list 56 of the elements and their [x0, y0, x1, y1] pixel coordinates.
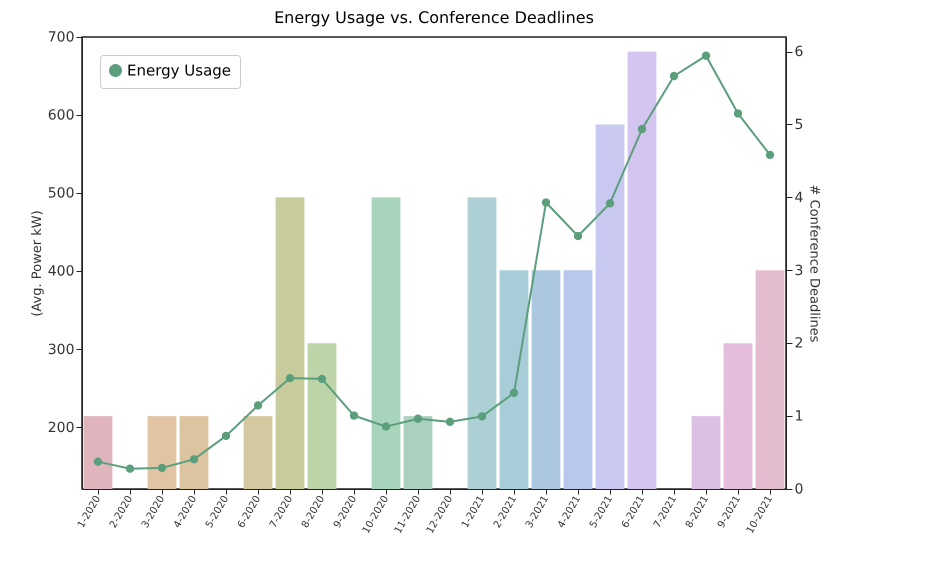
bar — [564, 270, 592, 489]
point — [606, 199, 614, 208]
bar — [692, 416, 720, 489]
point — [702, 52, 710, 60]
point — [734, 109, 742, 118]
y-tick-label: 600 — [48, 108, 74, 124]
y2-tick-label: 3 — [794, 262, 804, 279]
y-axis-title: (Avg. Power kW) — [30, 210, 45, 317]
y-tick-label: 500 — [48, 186, 74, 202]
point — [542, 198, 550, 207]
bar — [308, 343, 336, 489]
bar — [756, 270, 784, 489]
y2-tick-label: 4 — [794, 190, 804, 206]
bar — [404, 416, 432, 489]
point — [158, 464, 166, 472]
point — [414, 414, 422, 423]
y-tick-label: 700 — [48, 30, 74, 46]
y-tick-label: 400 — [48, 264, 74, 280]
legend-label: Energy Usage — [127, 62, 232, 80]
point — [318, 374, 326, 384]
point — [446, 418, 454, 426]
point — [510, 388, 518, 398]
point — [126, 464, 134, 473]
point — [222, 432, 230, 440]
point — [254, 401, 262, 410]
point — [766, 150, 774, 160]
y-tick-label: 300 — [48, 342, 74, 358]
y-tick-label: 200 — [48, 420, 74, 436]
point — [670, 72, 678, 80]
bar — [148, 416, 176, 489]
bar — [596, 124, 624, 489]
bar — [468, 197, 496, 489]
y2-tick-label: 5 — [794, 116, 804, 133]
point — [382, 422, 390, 431]
point — [478, 412, 486, 421]
bar — [500, 270, 528, 489]
bar — [372, 197, 400, 489]
bar — [724, 343, 752, 489]
bar — [244, 416, 272, 489]
y2-axis-title: # Conference Deadlines — [806, 184, 822, 343]
y2-tick-label: 1 — [794, 408, 804, 425]
point — [190, 455, 198, 464]
point — [94, 458, 102, 466]
bar — [532, 270, 560, 489]
bar — [84, 416, 112, 489]
chart-title: Energy Usage vs. Conference Deadlines — [274, 8, 594, 27]
point — [286, 374, 294, 382]
bar — [180, 416, 208, 489]
point — [350, 411, 358, 420]
y2-tick-label: 0 — [794, 482, 804, 498]
bar — [628, 52, 656, 489]
y2-tick-label: 2 — [794, 336, 804, 352]
point — [638, 124, 646, 134]
y2-tick-label: 6 — [794, 44, 804, 60]
bar — [276, 197, 304, 489]
point — [574, 232, 582, 240]
